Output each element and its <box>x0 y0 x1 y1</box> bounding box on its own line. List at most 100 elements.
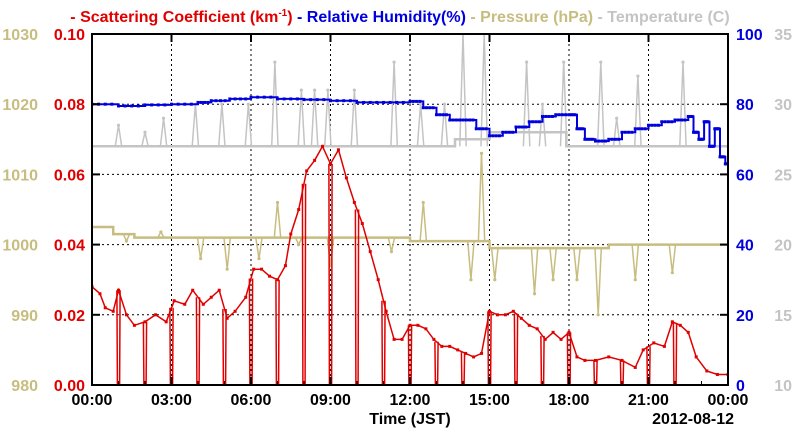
temperature-spike-marker <box>352 88 356 92</box>
scattering-marker <box>201 302 205 306</box>
humidity-marker <box>527 120 531 124</box>
humidity-marker <box>690 114 694 118</box>
humidity-marker <box>223 99 227 103</box>
humidity-marker <box>627 130 631 134</box>
pressure-spike <box>467 241 475 280</box>
scattering-dropout <box>195 297 201 385</box>
temperature-spike-marker <box>116 123 121 127</box>
scattering-marker <box>551 330 555 334</box>
humidity-marker <box>670 120 674 124</box>
scattering-marker <box>495 313 499 317</box>
x-tick-label: 06:00 <box>231 392 272 409</box>
humidity-marker <box>199 100 203 104</box>
pressure-spike-marker <box>479 151 484 155</box>
scattering-marker <box>289 232 293 236</box>
temperature-spike <box>270 62 279 147</box>
scattering-marker <box>519 316 523 320</box>
humidity-marker <box>478 127 482 131</box>
pressure-spike-marker <box>297 243 301 247</box>
pressure-spike-marker <box>633 278 637 282</box>
scattering-marker <box>594 358 597 362</box>
scattering-tick-label: 0.06 <box>54 167 85 184</box>
scattering-marker <box>297 208 301 211</box>
temperature-spike <box>522 62 531 147</box>
pressure-spike-marker <box>469 278 473 282</box>
scattering-dropout <box>540 335 545 385</box>
humidity-marker <box>130 104 134 108</box>
scattering-marker <box>527 323 531 327</box>
humidity-marker <box>123 104 127 108</box>
pressure-spike <box>419 202 428 242</box>
scattering-marker <box>559 337 563 341</box>
humidity-marker <box>676 118 680 122</box>
x-tick-label: 00:00 <box>72 392 113 409</box>
humidity-marker <box>725 162 728 166</box>
humidity-marker <box>435 113 438 117</box>
humidity-marker <box>451 118 455 122</box>
humidity-marker <box>348 99 352 103</box>
humidity-marker <box>103 102 107 106</box>
humidity-marker <box>282 97 286 101</box>
series-relative-humidity <box>92 95 728 166</box>
humidity-marker <box>550 114 554 118</box>
humidity-marker <box>238 97 242 101</box>
humidity-marker <box>511 130 515 134</box>
humidity-marker <box>524 125 528 129</box>
humidity-marker <box>722 155 726 159</box>
scattering-marker <box>260 267 264 271</box>
scattering-marker <box>670 320 674 324</box>
pressure-tick-label: 980 <box>11 378 38 395</box>
humidity-marker <box>468 118 472 122</box>
humidity-marker <box>701 137 705 141</box>
pressure-spike <box>387 237 396 252</box>
humidity-marker <box>537 120 541 124</box>
humidity-marker <box>441 113 445 117</box>
humidity-tick-label: 20 <box>736 308 754 325</box>
humidity-marker <box>544 114 548 118</box>
humidity-marker <box>444 113 448 117</box>
humidity-marker <box>421 106 425 110</box>
humidity-marker <box>295 97 299 101</box>
humidity-marker <box>514 125 518 129</box>
scattering-marker <box>384 309 388 313</box>
scattering-marker <box>111 309 115 313</box>
humidity-marker <box>653 123 657 127</box>
humidity-marker <box>607 137 611 141</box>
humidity-marker <box>362 100 366 104</box>
humidity-marker <box>579 127 583 131</box>
scattering-marker <box>633 365 637 369</box>
temperature-spike-marker <box>636 74 640 78</box>
x-tick-label: 03:00 <box>151 392 192 409</box>
scattering-marker <box>511 309 515 313</box>
scattering-dropout <box>487 311 492 385</box>
humidity-marker <box>209 99 213 103</box>
humidity-marker <box>650 123 654 127</box>
scattering-dropout <box>460 352 466 385</box>
scattering-marker <box>244 295 248 299</box>
legend-entry: - Scattering Coefficient (km <box>70 9 278 26</box>
temperature-spike <box>159 118 168 147</box>
pressure-spike-marker <box>596 313 600 317</box>
pressure-spike <box>549 248 558 280</box>
scattering-marker <box>164 320 168 324</box>
humidity-marker <box>521 125 525 129</box>
temperature-spike-marker <box>246 102 250 106</box>
x-tick-label: 09:00 <box>310 392 351 409</box>
scattering-marker <box>686 330 690 334</box>
humidity-marker <box>541 114 544 118</box>
humidity-marker <box>630 130 634 134</box>
temperature-spike-marker <box>273 60 277 64</box>
scattering-marker <box>543 337 547 341</box>
legend-entry: - Temperature (C) <box>593 9 730 26</box>
date-label: 2012-08-12 <box>652 411 734 428</box>
temperature-spike <box>191 104 200 147</box>
humidity-marker <box>425 106 429 110</box>
scattering-marker <box>620 358 624 362</box>
pressure-spike <box>223 237 232 270</box>
temperature-spike <box>217 104 226 147</box>
scattering-marker <box>98 292 102 296</box>
temperature-spike <box>480 34 489 147</box>
humidity-marker <box>418 99 422 103</box>
humidity-marker <box>613 137 617 141</box>
scattering-dropout <box>513 313 519 385</box>
